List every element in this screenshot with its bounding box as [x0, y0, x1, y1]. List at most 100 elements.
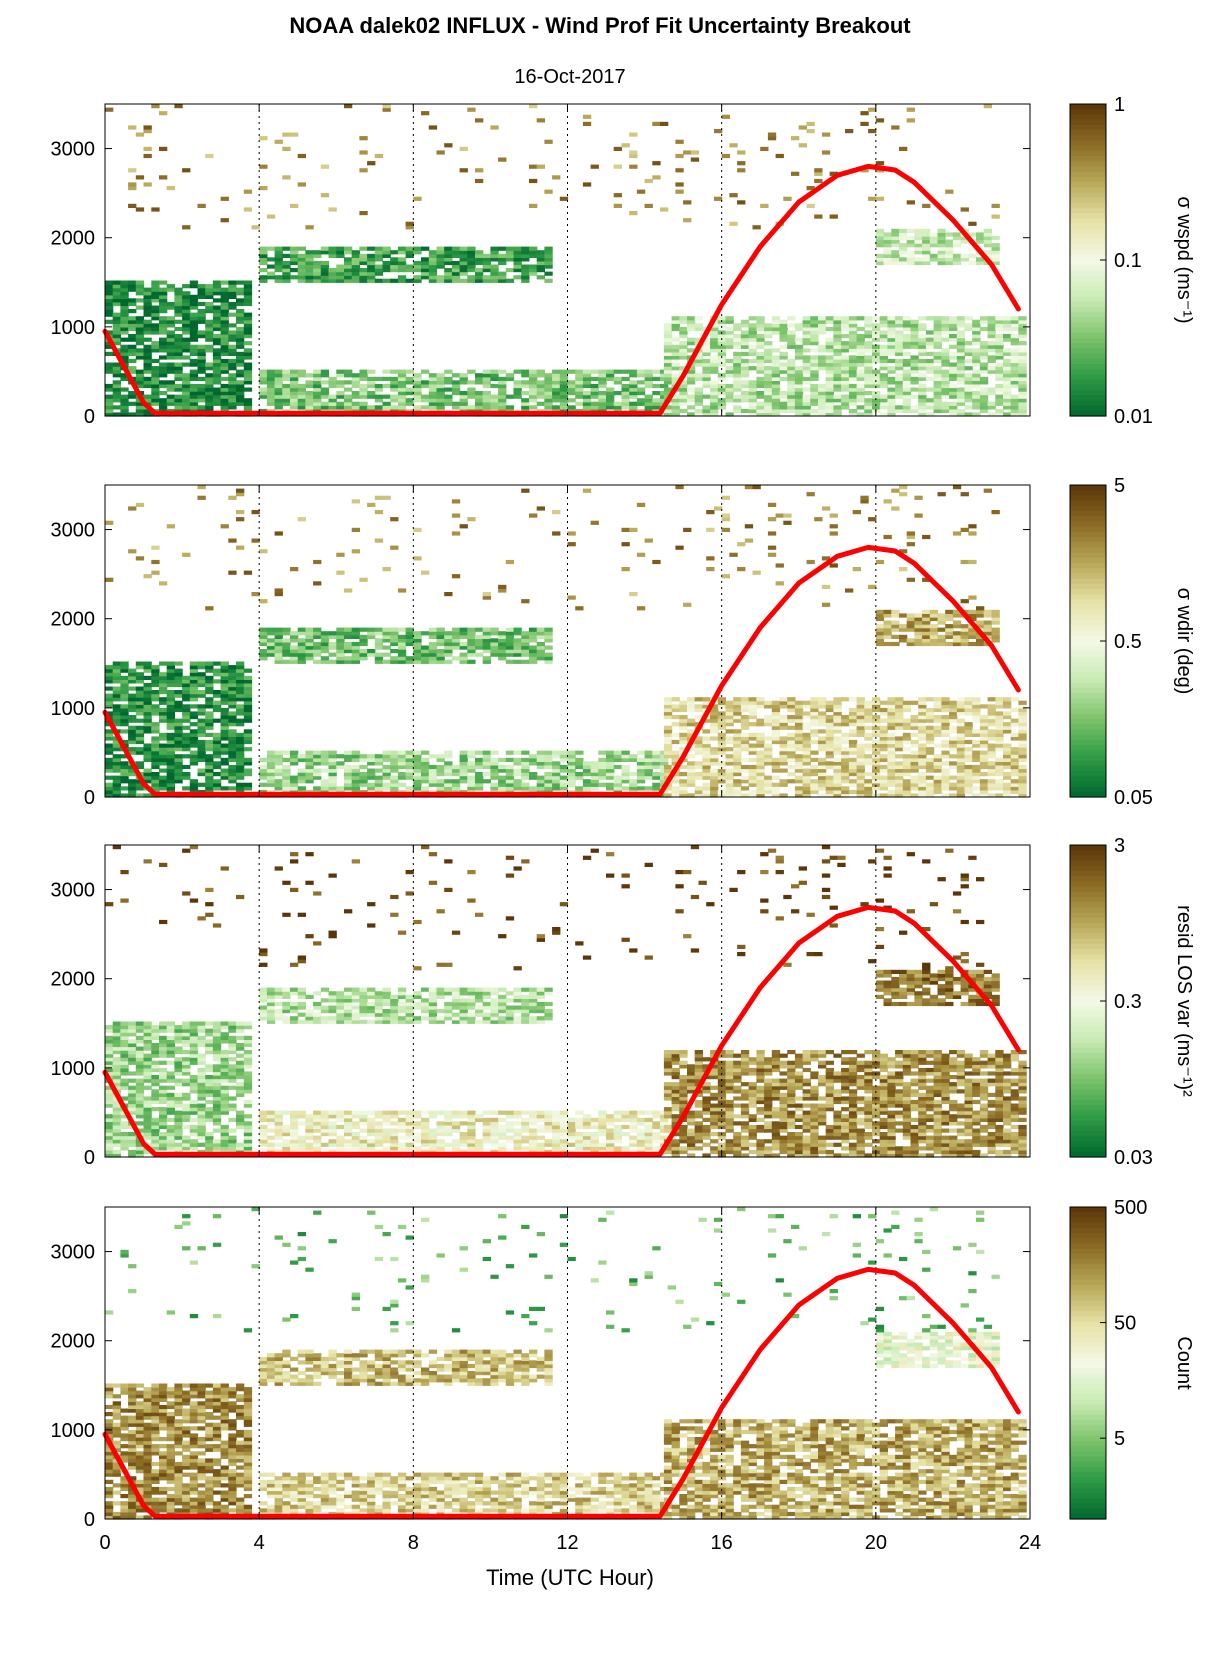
heatmap-cell: [429, 254, 437, 258]
heatmap-cell: [857, 348, 865, 352]
heatmap-cell: [710, 388, 718, 392]
heatmap-cell: [113, 338, 121, 342]
heatmap-cell: [753, 225, 761, 229]
heatmap-cell: [190, 316, 198, 320]
heatmap-cell: [679, 708, 687, 712]
heatmap-cell: [259, 783, 267, 787]
heatmap-cell: [780, 338, 788, 342]
heatmap-cell: [880, 330, 888, 334]
heatmap-cell: [756, 363, 764, 367]
heatmap-cell: [429, 769, 437, 773]
heatmap-cell: [236, 384, 244, 388]
heatmap-cell: [151, 388, 159, 392]
heatmap-cell: [710, 409, 718, 413]
heatmap-cell: [352, 642, 360, 646]
heatmap-cell: [672, 754, 680, 758]
heatmap-cell: [321, 786, 329, 790]
heatmap-cell: [1011, 409, 1019, 413]
heatmap-cell: [702, 345, 710, 349]
heatmap-cell: [198, 330, 206, 334]
heatmap-cell: [144, 662, 152, 666]
heatmap-cell: [259, 628, 267, 632]
heatmap-cell: [953, 240, 961, 244]
heatmap-cell: [930, 254, 938, 258]
heatmap-cell: [949, 345, 957, 349]
heatmap-cell: [544, 786, 552, 790]
heatmap-cell: [483, 265, 491, 269]
heatmap-cell: [695, 398, 703, 402]
heatmap-cell: [167, 690, 175, 694]
heatmap-cell: [591, 370, 599, 374]
heatmap-cell: [926, 398, 934, 402]
heatmap-cell: [467, 247, 475, 251]
heatmap-cell: [965, 395, 973, 399]
heatmap-cell: [198, 672, 206, 676]
heatmap-cell: [144, 302, 152, 306]
heatmap-cell: [810, 715, 818, 719]
heatmap-cell: [552, 769, 560, 773]
heatmap-cell: [726, 769, 734, 773]
heatmap-cell: [244, 729, 252, 733]
heatmap-cell: [490, 758, 498, 762]
heatmap-cell: [772, 388, 780, 392]
heatmap-cell: [764, 377, 772, 381]
heatmap-cell: [741, 758, 749, 762]
heatmap-cell: [864, 345, 872, 349]
heatmap-cell: [120, 704, 128, 708]
heatmap-cell: [205, 327, 213, 331]
heatmap-cell: [514, 769, 522, 773]
heatmap-cell: [780, 323, 788, 327]
heatmap-cell: [845, 129, 853, 133]
heatmap-cell: [926, 388, 934, 392]
heatmap-cell: [490, 786, 498, 790]
heatmap-cell: [383, 765, 391, 769]
heatmap-cell: [498, 395, 506, 399]
heatmap-cell: [833, 790, 841, 794]
heatmap-cell: [444, 751, 452, 755]
heatmap-cell: [198, 204, 206, 208]
heatmap-cell: [903, 384, 911, 388]
heatmap-cell: [957, 355, 965, 359]
heatmap-cell: [780, 769, 788, 773]
heatmap-cell: [803, 338, 811, 342]
heatmap-cell: [359, 653, 367, 657]
heatmap-cell: [529, 272, 537, 276]
heatmap-cell: [490, 398, 498, 402]
heatmap-cell: [113, 380, 121, 384]
heatmap-cell: [213, 765, 221, 769]
heatmap-cell: [864, 398, 872, 402]
heatmap-cell: [128, 338, 136, 342]
heatmap-cell: [645, 776, 653, 780]
heatmap-cell: [833, 736, 841, 740]
heatmap-cell: [120, 708, 128, 712]
heatmap-cell: [490, 384, 498, 388]
heatmap-cell: [537, 402, 545, 406]
heatmap-cell: [452, 779, 460, 783]
heatmap-cell: [787, 316, 795, 320]
heatmap-cell: [221, 334, 229, 338]
heatmap-cell: [120, 388, 128, 392]
heatmap-cell: [467, 642, 475, 646]
heatmap-cell: [911, 769, 919, 773]
heatmap-cell: [772, 776, 780, 780]
heatmap-cell: [733, 765, 741, 769]
heatmap-cell: [772, 327, 780, 331]
heatmap-cell: [398, 250, 406, 254]
heatmap-cell: [679, 719, 687, 723]
heatmap-cell: [282, 642, 290, 646]
heatmap-cell: [992, 204, 1000, 208]
heatmap-cell: [1003, 334, 1011, 338]
heatmap-cell: [926, 783, 934, 787]
heatmap-cell: [795, 744, 803, 748]
heatmap-cell: [884, 232, 892, 236]
heatmap-cell: [213, 708, 221, 712]
heatmap-cell: [336, 754, 344, 758]
heatmap-cell: [710, 384, 718, 388]
heatmap-cell: [444, 268, 452, 272]
heatmap-cell: [934, 776, 942, 780]
heatmap-cell: [236, 776, 244, 780]
heatmap-cell: [726, 338, 734, 342]
heatmap-cell: [190, 704, 198, 708]
heatmap-cell: [421, 631, 429, 635]
